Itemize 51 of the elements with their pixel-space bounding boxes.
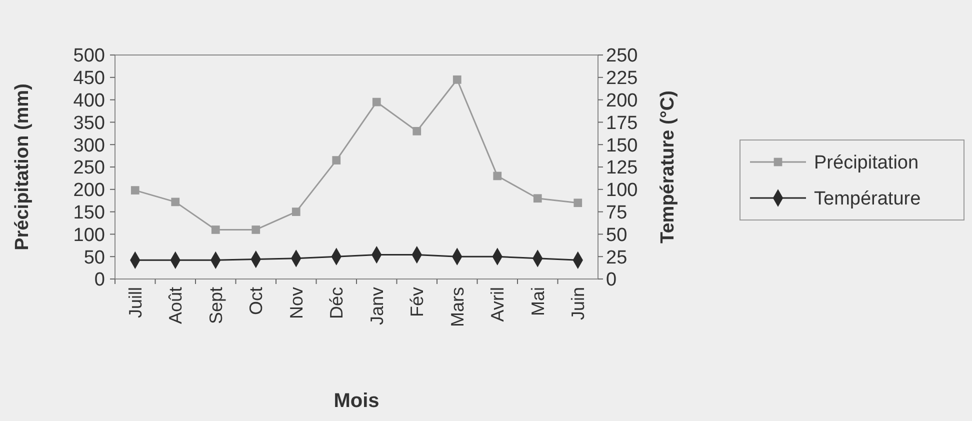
y2-axis-title: Température (°C) (657, 90, 678, 244)
y2-tick-label: 200 (606, 90, 638, 112)
x-tick-label: Mars (447, 287, 468, 327)
y2-tick-label: 225 (606, 68, 638, 90)
y-tick-label: 300 (73, 135, 105, 156)
y-tick-label: 200 (73, 180, 105, 202)
x-tick-label: Août (166, 287, 186, 324)
point (292, 208, 300, 216)
x-tick-label: Juin (568, 287, 588, 320)
y2-tick-label: 0 (606, 270, 617, 291)
point (211, 226, 220, 234)
x-tick-label: Juill (125, 287, 146, 318)
x-tick-label: Oct (246, 287, 266, 316)
y-tick-label: 150 (73, 202, 105, 224)
x-tick-label: Fév (407, 287, 428, 318)
point (452, 75, 462, 84)
y-tick-label: 50 (84, 247, 105, 268)
point (332, 156, 341, 164)
y-tick-label: 500 (73, 46, 105, 67)
x-axis-title: Mois (334, 390, 380, 412)
x-tick-label: Avril (488, 287, 508, 322)
point (130, 186, 140, 194)
point (533, 194, 542, 203)
legend-label: Température (814, 188, 921, 210)
y2-tick-label: 50 (606, 224, 628, 246)
y2-tick-label: 125 (606, 158, 638, 179)
x-tick-label: Déc (326, 287, 347, 320)
y-tick-label: 400 (73, 90, 105, 112)
x-tick-label: Janv (366, 287, 387, 326)
y2-tick-label: 175 (606, 112, 638, 134)
y-tick-label: 350 (73, 112, 105, 134)
point (493, 172, 502, 180)
point (412, 126, 422, 136)
point (574, 198, 582, 208)
y-tick-label: 250 (73, 158, 105, 179)
point (372, 98, 381, 106)
y-axis-title: Précipitation (mm) (12, 84, 33, 250)
x-tick-label: Mai (528, 287, 548, 316)
x-tick-label: Sept (206, 287, 226, 324)
y-tick-label: 0 (94, 270, 105, 291)
y2-tick-label: 25 (606, 247, 628, 268)
point (252, 226, 260, 234)
y2-tick-label: 250 (606, 46, 638, 67)
y2-tick-label: 100 (606, 180, 638, 202)
y2-tick-label: 150 (606, 135, 638, 156)
y2-tick-label: 75 (606, 202, 628, 224)
x-tick-label: Nov (286, 287, 306, 320)
y-tick-label: 100 (73, 224, 105, 246)
point (171, 198, 180, 206)
legend-label: Précipitation (814, 152, 919, 174)
y-tick-label: 450 (73, 68, 105, 90)
